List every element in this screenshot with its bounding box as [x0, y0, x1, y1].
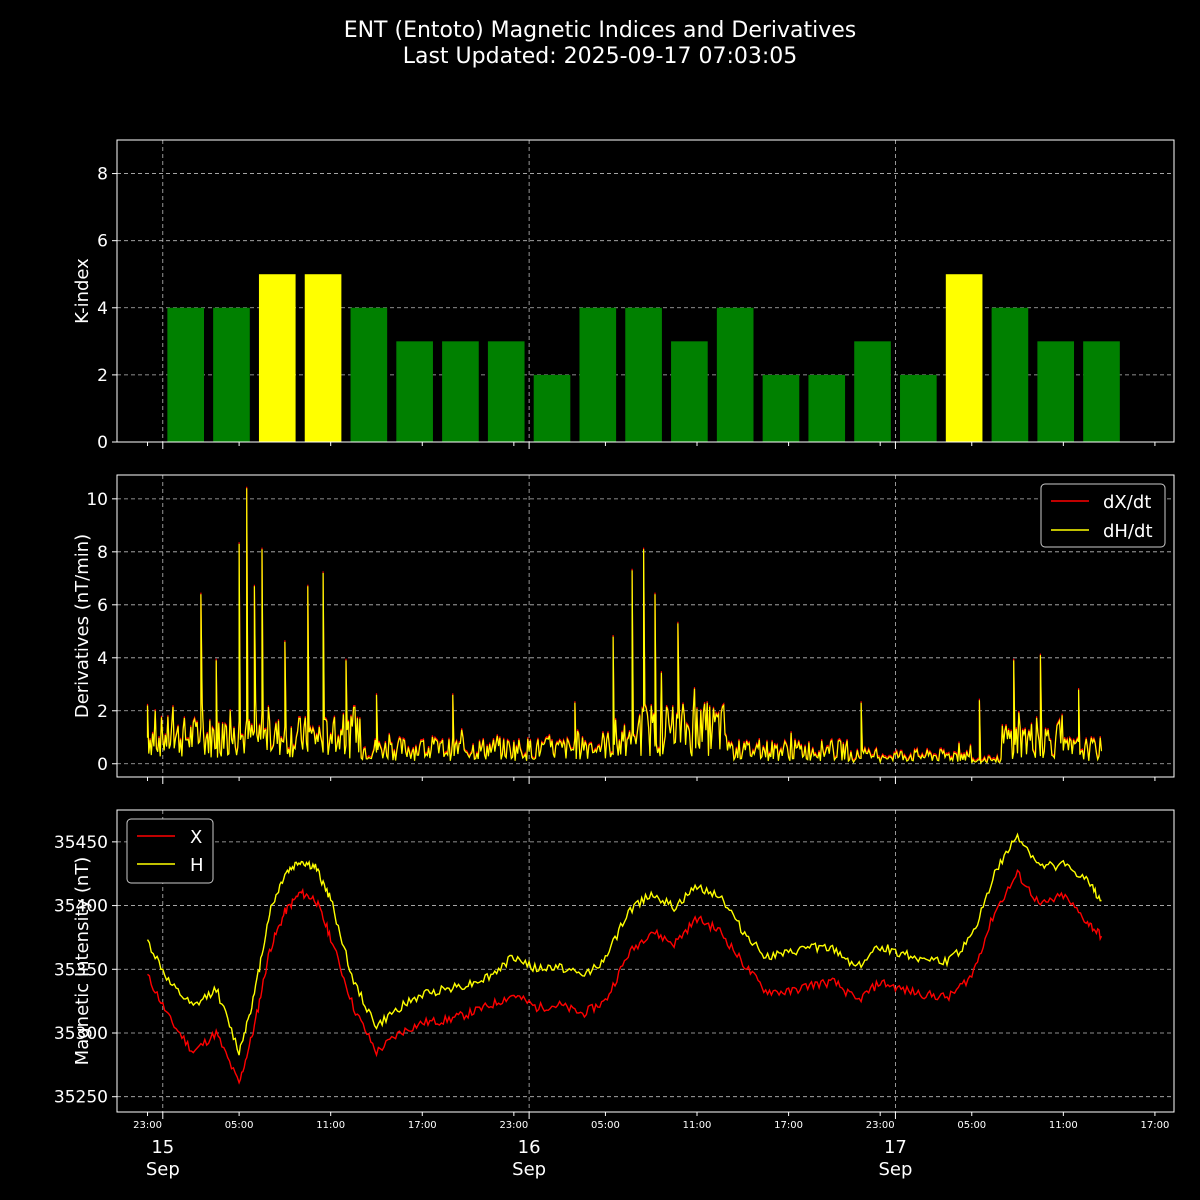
y-tick-label: 10 [86, 490, 108, 510]
k-index-bar [442, 341, 479, 442]
k-index-bar [213, 307, 250, 442]
k-index-bar [945, 274, 983, 442]
x-major-tick-month: Sep [878, 1159, 912, 1180]
y-axis-label: Magnetic Intensity (nT) [72, 857, 93, 1066]
x-minor-tick-label: 17:00 [1141, 1120, 1170, 1131]
y-tick-label: 6 [97, 232, 108, 252]
k-index-bar [396, 341, 433, 442]
k-index-bar [487, 341, 525, 442]
dhdt-series-line [146, 488, 1103, 765]
k-index-bar [762, 374, 800, 442]
intensity-legend: XH [126, 818, 214, 884]
y-axis-label: K-index [72, 258, 93, 324]
legend-box [1040, 483, 1166, 548]
k-index-bar [533, 374, 571, 442]
y-tick-label: 0 [97, 755, 108, 775]
legend-label: H [190, 855, 204, 876]
x-major-tick-day: 17 [884, 1137, 907, 1158]
derivatives-legend: dX/dt dH/dt [1040, 483, 1166, 548]
x-major-tick-day: 16 [518, 1137, 541, 1158]
y-tick-label: 4 [97, 649, 108, 669]
y-tick-label: 8 [97, 165, 108, 185]
y-tick-label: 0 [97, 433, 108, 453]
k-index-bar [579, 307, 617, 442]
x-minor-tick-label: 17:00 [408, 1120, 437, 1131]
x-minor-tick-label: 23:00 [866, 1120, 895, 1131]
x-minor-tick-label: 11:00 [683, 1120, 712, 1131]
y-tick-label: 35300 [54, 1024, 108, 1044]
y-tick-label: 35450 [54, 833, 108, 853]
k-index-bar [304, 274, 342, 442]
h-series-line [146, 832, 1102, 1056]
x-series-line [147, 869, 1103, 1085]
derivatives-panel: 0 2 4 6 8 10 Derivatives (nT/min) dX/dt dH/dt [72, 474, 1175, 784]
y-axis-label: Derivatives (nT/min) [72, 534, 93, 718]
k-index-bar [808, 374, 846, 442]
x-minor-tick-label: 23:00 [133, 1120, 162, 1131]
k-index-bar [991, 307, 1029, 442]
y-tick-label: 35250 [54, 1088, 108, 1108]
y-tick-label: 6 [97, 596, 108, 616]
chart-title: ENT (Entoto) Magnetic Indices and Deriva… [343, 18, 857, 43]
x-minor-tick-label: 23:00 [499, 1120, 528, 1131]
legend-label: X [190, 827, 202, 848]
k-index-bar [625, 307, 662, 442]
k-index-bar [1083, 341, 1120, 442]
chart-subtitle: Last Updated: 2025-09-17 07:03:05 [402, 44, 798, 69]
plot-frame [116, 139, 1175, 443]
y-tick-label: 2 [97, 702, 108, 722]
time-axis: 23:00 05:00 11:00 17:00 23:00 05:00 11:00 17:00… [133, 1120, 1169, 1180]
k-index-bar [350, 307, 388, 442]
x-minor-tick-label: 05:00 [591, 1120, 620, 1131]
y-tick-label: 4 [97, 299, 108, 319]
k-index-bar [854, 341, 891, 442]
k-index-bar [258, 274, 296, 442]
k-index-bar [167, 307, 205, 442]
x-minor-tick-label: 05:00 [225, 1120, 254, 1131]
x-minor-tick-label: 11:00 [316, 1120, 345, 1131]
k-index-bar [716, 307, 754, 442]
k-index-bar [1037, 341, 1075, 442]
x-minor-tick-label: 11:00 [1049, 1120, 1078, 1131]
y-tick-label: 8 [97, 543, 108, 563]
x-major-tick-month: Sep [146, 1159, 180, 1180]
y-tick-label: 35400 [54, 897, 108, 917]
k-index-bar [900, 374, 937, 442]
x-major-tick-day: 15 [151, 1137, 174, 1158]
k-index-bar [671, 341, 708, 442]
magnetic-intensity-panel: 35250 35300 35350 35400 35450 Magnetic Intens… [54, 809, 1175, 1119]
dxdt-series-line [146, 486, 1103, 763]
x-minor-tick-label: 17:00 [774, 1120, 803, 1131]
plot-frame [116, 474, 1175, 778]
figure-title-block: ENT (Entoto) Magnetic Indices and Deriva… [0, 18, 1200, 70]
legend-label: dX/dt [1103, 492, 1151, 513]
y-tick-label: 35350 [54, 960, 108, 980]
plot-frame [116, 809, 1175, 1113]
x-minor-tick-label: 05:00 [957, 1120, 986, 1131]
legend-label: dH/dt [1103, 521, 1153, 542]
k-index-panel: 0 2 4 6 8 K-index [72, 139, 1175, 453]
legend-box [126, 818, 214, 884]
x-major-tick-month: Sep [512, 1159, 546, 1180]
y-tick-label: 2 [97, 366, 108, 386]
